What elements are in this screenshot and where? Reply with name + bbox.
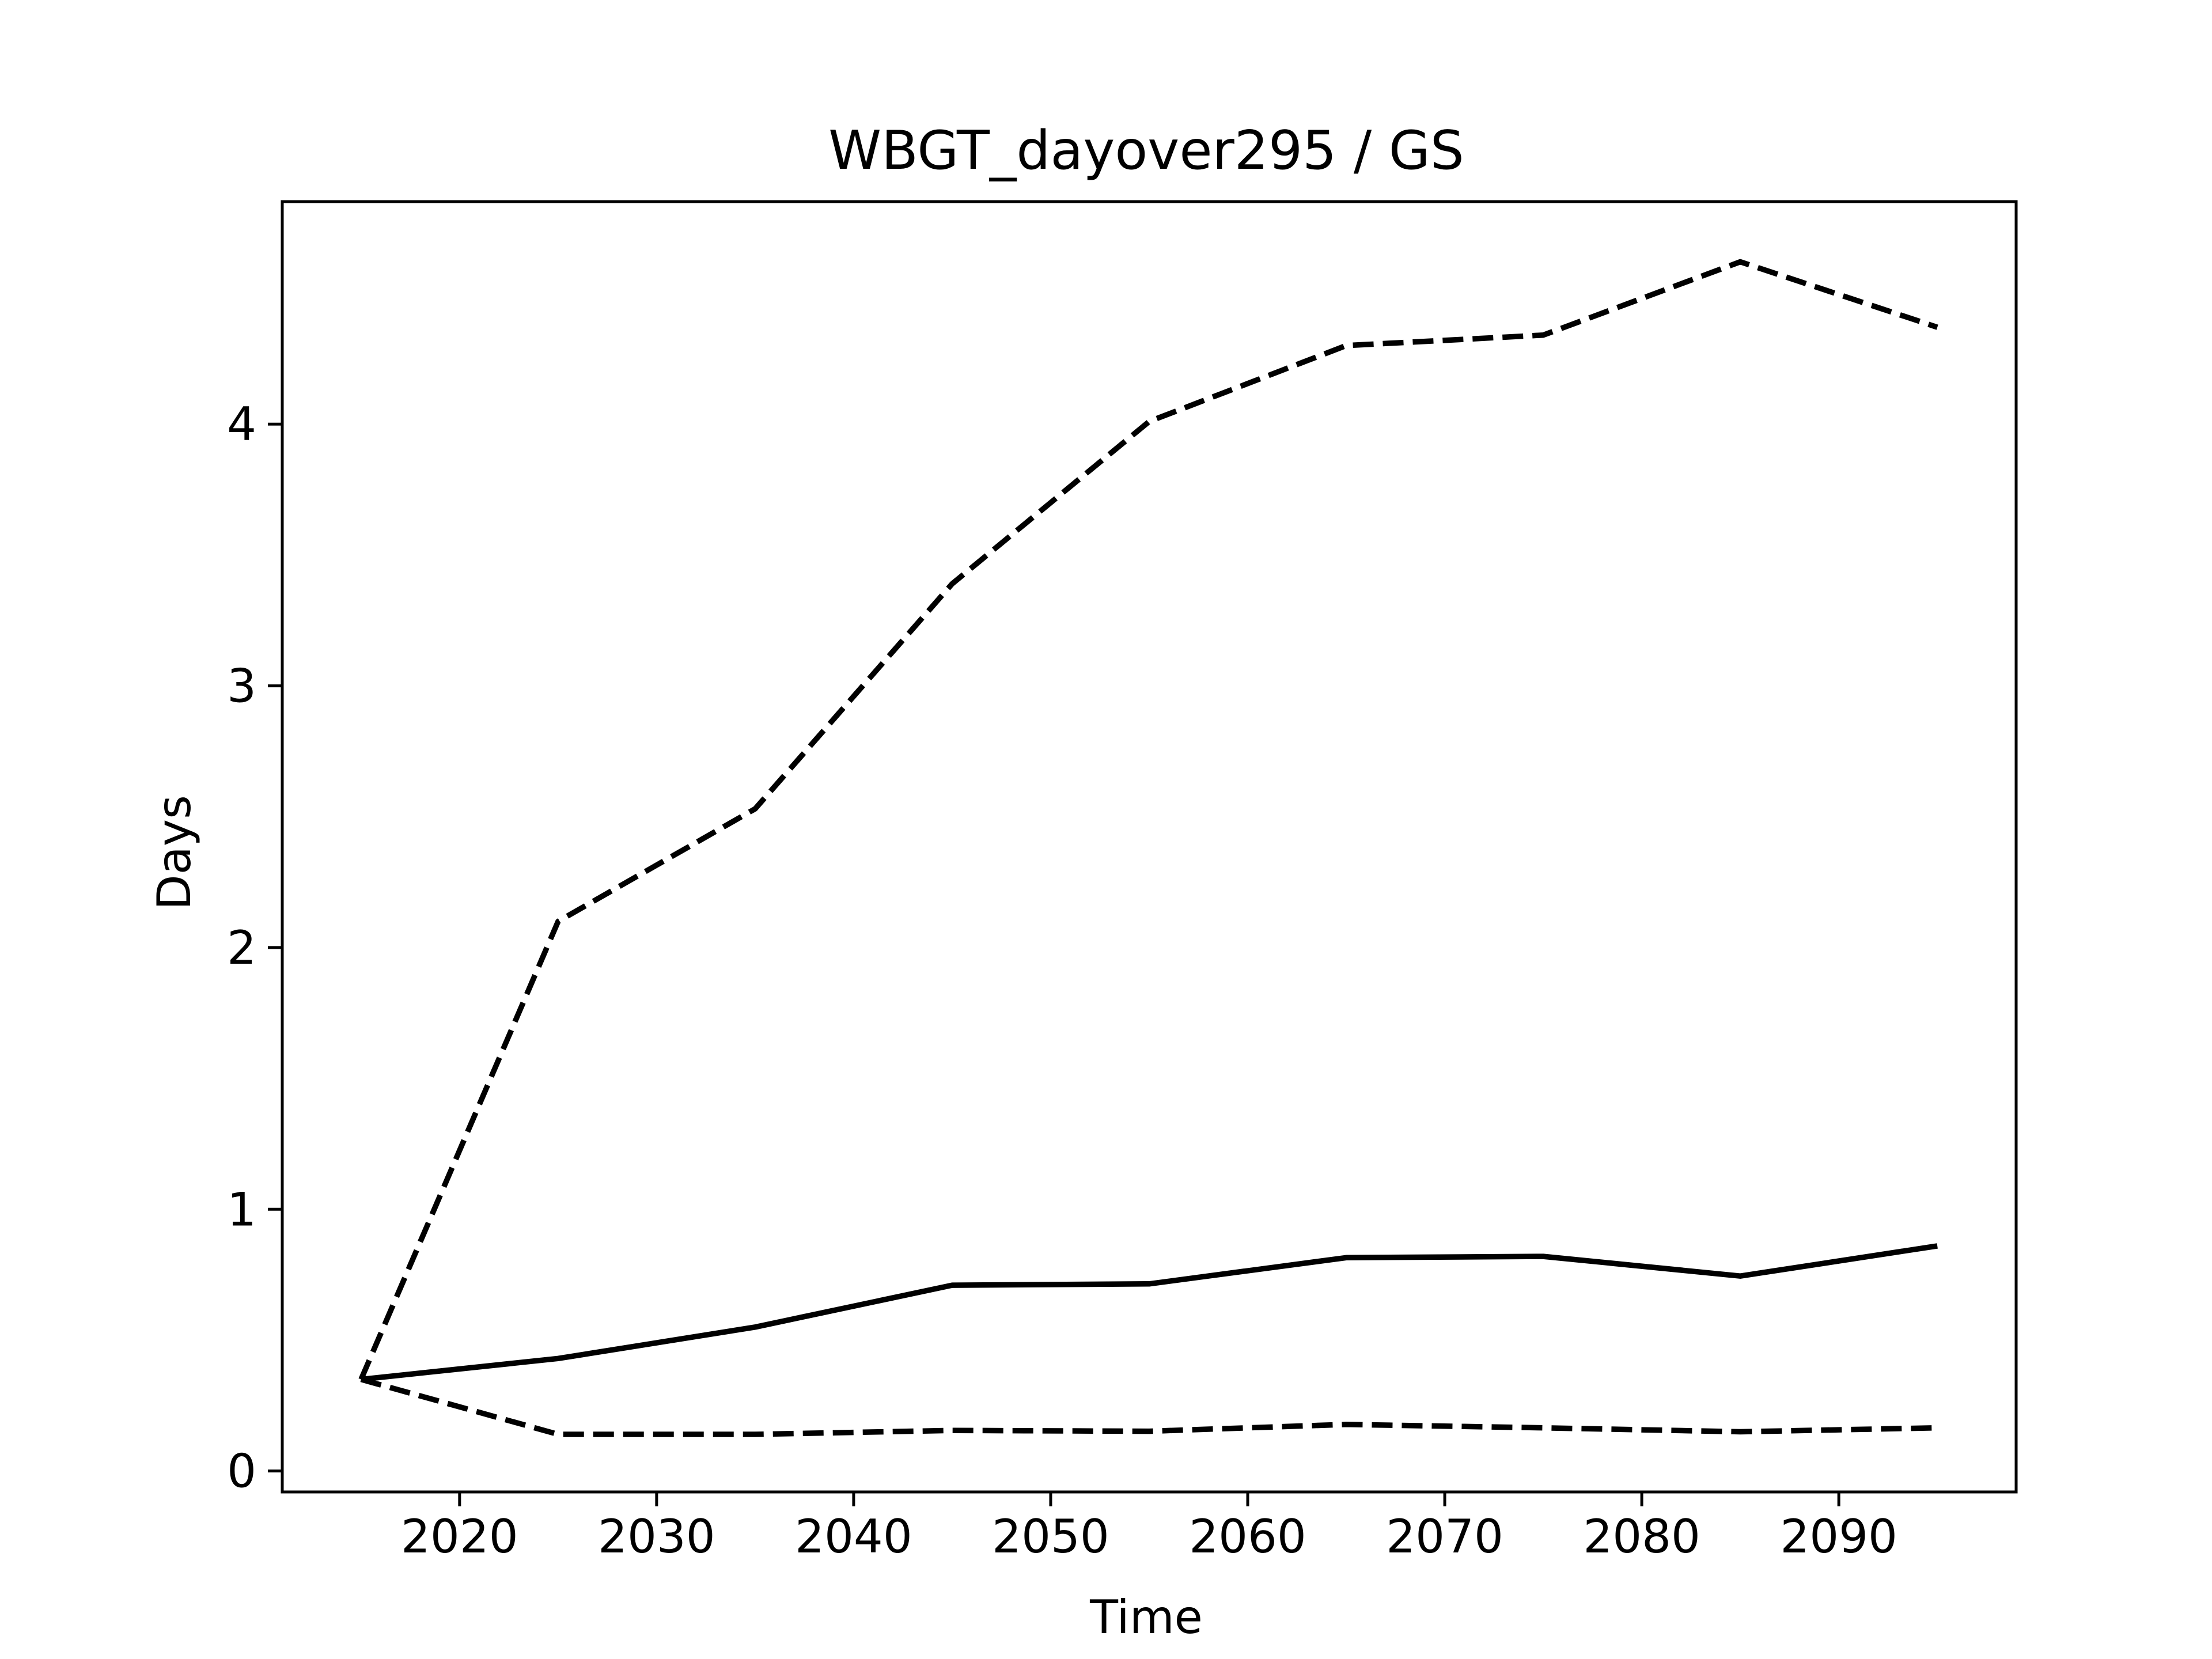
x-tick-label: 2050 <box>992 1510 1109 1563</box>
y-axis: 0 1 2 3 4 <box>227 397 282 1498</box>
x-tick-label: 2040 <box>795 1510 912 1563</box>
x-tick-label: 2060 <box>1189 1510 1306 1563</box>
plot-frame <box>281 200 2018 1494</box>
y-tick-label: 0 <box>227 1445 256 1498</box>
x-tick-label: 2090 <box>1780 1510 1897 1563</box>
x-tick-label: 2080 <box>1583 1510 1700 1563</box>
x-axis-label: Time <box>1089 1590 1203 1644</box>
plot-area <box>358 259 1938 1437</box>
x-axis: 2020 2030 2040 2050 2060 2070 2080 2090 <box>401 1492 1897 1563</box>
y-axis-label: Days <box>147 795 201 910</box>
dashed-series-line-3 <box>360 1377 1938 1437</box>
y-tick-label: 3 <box>227 660 256 713</box>
y-tick-label: 4 <box>227 397 256 451</box>
x-tick-label: 2030 <box>598 1510 715 1563</box>
x-tick-label: 2070 <box>1386 1510 1503 1563</box>
x-tick-label: 2020 <box>401 1510 518 1563</box>
y-tick-label: 2 <box>227 921 256 975</box>
y-tick-label: 1 <box>227 1183 256 1236</box>
chart-title: WBGT_dayover295 / GS <box>828 119 1464 181</box>
dashed-series-line-2 <box>358 259 1938 1381</box>
solid-series-line-1 <box>361 1243 1938 1382</box>
